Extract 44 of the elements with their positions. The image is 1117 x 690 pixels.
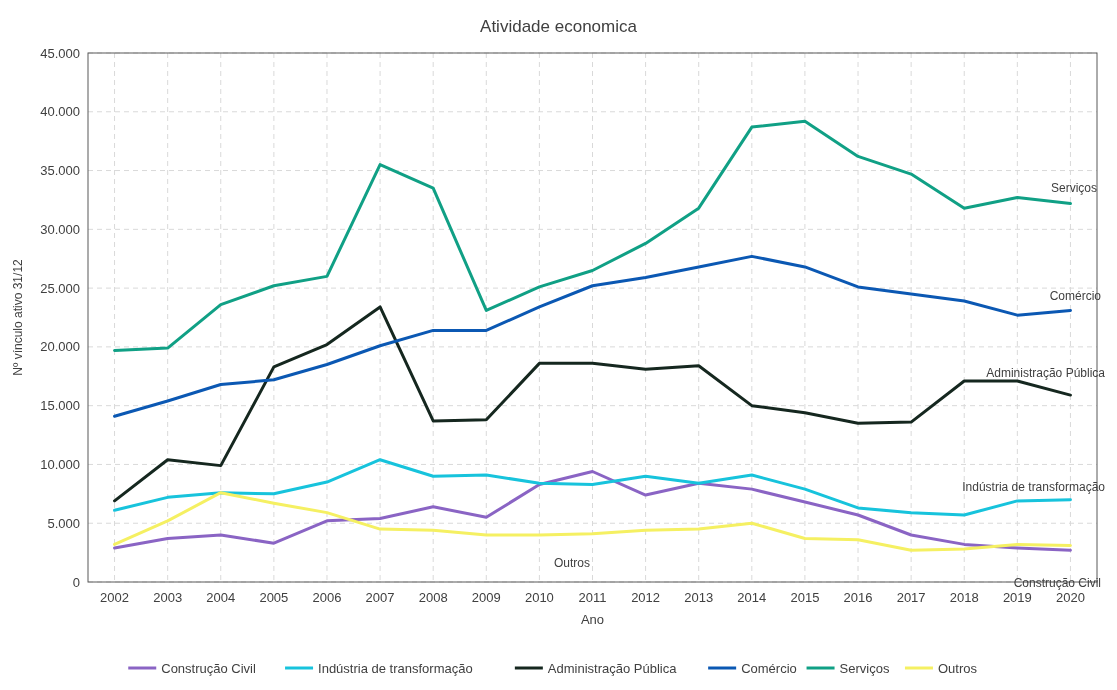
x-tick-label: 2006 <box>312 590 342 605</box>
x-tick-label: 2005 <box>259 590 289 605</box>
y-tick-label: 10.000 <box>40 456 80 472</box>
x-tick-label: 2007 <box>365 590 395 605</box>
y-tick-label: 25.000 <box>40 280 80 296</box>
x-tick-label: 2009 <box>471 590 501 605</box>
legend-label: Comércio <box>741 660 797 676</box>
annotation: Outros <box>553 556 591 571</box>
x-tick-label: 2012 <box>631 590 661 605</box>
x-tick-label: 2019 <box>1002 590 1032 605</box>
annotation: Administração Pública <box>986 366 1106 381</box>
y-tick-label: 30.000 <box>40 221 80 237</box>
x-tick-label: 2008 <box>418 590 448 605</box>
legend-label: Administração Pública <box>547 660 678 676</box>
legend-label: Construção Civil <box>161 660 257 676</box>
y-tick-label: 0 <box>72 574 80 590</box>
legend-label: Outros <box>937 660 978 676</box>
x-tick-label: 2014 <box>737 590 767 605</box>
legend-label: Indústria de transformação <box>318 660 473 676</box>
annotation: Indústria de transformação <box>962 480 1106 495</box>
legend-label: Serviços <box>839 660 890 676</box>
y-tick-label: 15.000 <box>40 398 80 414</box>
x-tick-label: 2015 <box>790 590 820 605</box>
x-tick-label: 2016 <box>843 590 873 605</box>
annotation: Comércio <box>1049 289 1102 304</box>
x-tick-label: 2020 <box>1055 590 1085 605</box>
x-tick-label: 2018 <box>949 590 979 605</box>
x-tick-label: 2003 <box>153 590 183 605</box>
annotation: Serviços <box>1050 181 1097 196</box>
y-axis-title: Nº vínculo ativo 31/12 <box>11 258 25 376</box>
x-tick-label: 2017 <box>896 590 926 605</box>
x-tick-label: 2010 <box>524 590 554 605</box>
x-tick-label: 2004 <box>206 590 236 605</box>
x-axis-title: Ano <box>580 612 605 627</box>
y-tick-label: 20.000 <box>40 339 80 355</box>
y-tick-label: 40.000 <box>40 104 80 120</box>
y-tick-label: 5.000 <box>47 515 80 531</box>
x-tick-label: 2011 <box>578 590 607 605</box>
chart-title: Atividade economica <box>480 17 638 36</box>
x-tick-label: 2013 <box>684 590 714 605</box>
x-tick-label: 2002 <box>100 590 130 605</box>
y-tick-label: 45.000 <box>40 45 80 61</box>
y-tick-label: 35.000 <box>40 163 80 179</box>
annotation: Construção Civil <box>1013 576 1101 591</box>
